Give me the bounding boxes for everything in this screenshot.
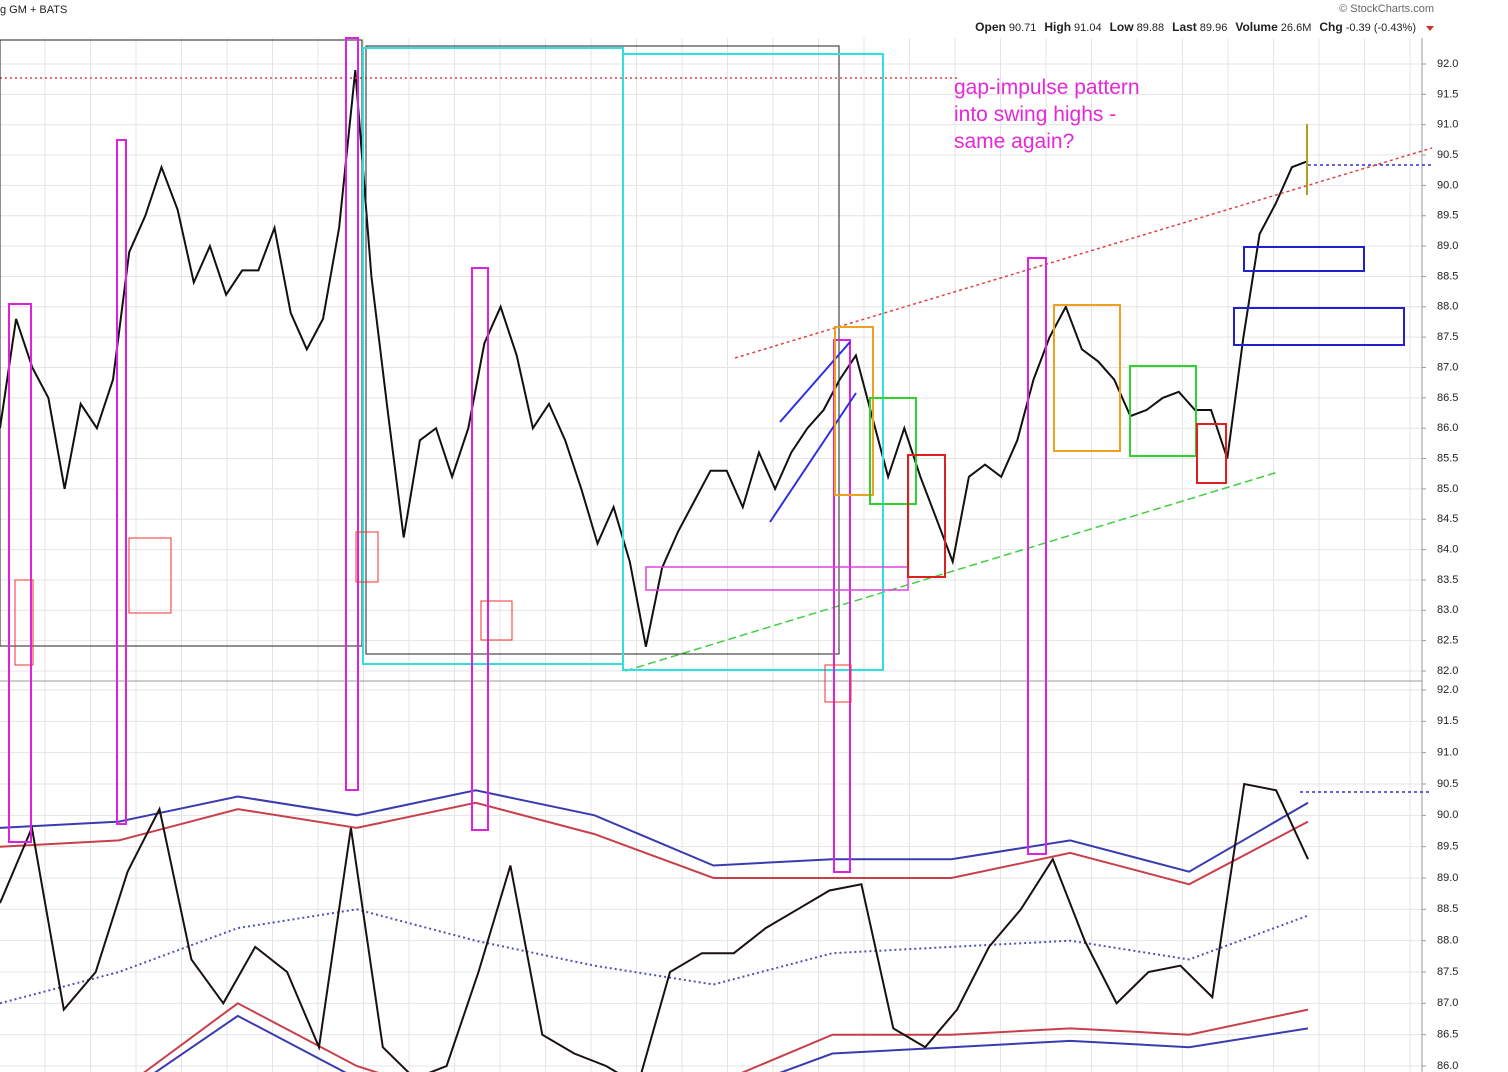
y-tick-label: 83.5 <box>1437 574 1458 586</box>
y-tick-label: 85.5 <box>1437 452 1458 464</box>
y-tick-label: 82.0 <box>1437 665 1458 677</box>
line <box>0 69 1309 647</box>
y-tick-label: 88.0 <box>1437 301 1458 313</box>
y-tick-label: 90.0 <box>1437 809 1458 821</box>
y-tick-label: 87.0 <box>1437 361 1458 373</box>
quote-label: Volume <box>1235 20 1278 34</box>
source: © StockCharts.com <box>1339 3 1434 15</box>
annotation: gap-impulse pattern into swing highs - s… <box>954 76 1140 153</box>
line <box>143 1002 1309 1072</box>
y-tick-label: 88.5 <box>1437 270 1458 282</box>
y-tick-label: 89.5 <box>1437 841 1458 853</box>
y-tick-label: 88.0 <box>1437 935 1458 947</box>
line <box>154 1014 1309 1072</box>
quote-value: 89.88 <box>1136 22 1165 34</box>
y-tick-label: 85.0 <box>1437 483 1458 495</box>
y-tick-label: 90.5 <box>1437 778 1458 790</box>
y-tick-label: 88.5 <box>1437 903 1458 915</box>
line <box>0 782 1309 1072</box>
line <box>0 801 1309 886</box>
quote-value: 26.6M <box>1280 22 1312 34</box>
y-tick-label: 91.0 <box>1437 119 1458 131</box>
grid <box>0 38 1422 1072</box>
y-tick-label: 87.0 <box>1437 997 1458 1009</box>
y-tick-label: 84.5 <box>1437 513 1458 525</box>
y-tick-label: 87.5 <box>1437 966 1458 978</box>
y-tick-label: 86.5 <box>1437 1029 1458 1041</box>
quote-label: Last <box>1172 20 1197 34</box>
line <box>0 908 1309 1005</box>
y-tick-label: 91.5 <box>1437 88 1458 100</box>
quote-label: Low <box>1109 20 1134 34</box>
y-tick-label: 90.5 <box>1437 149 1458 161</box>
quote-value: 91.04 <box>1074 22 1102 34</box>
quote: Open 90.71 High 91.04 Low 89.88 Last 89.96 Volum… <box>975 20 1424 34</box>
chg-arrow <box>1426 26 1434 31</box>
y-tick-label: 86.0 <box>1437 1060 1458 1072</box>
y-tick-label: 82.5 <box>1437 635 1458 647</box>
marks <box>0 69 1309 1072</box>
y-tick-label: 90.0 <box>1437 179 1458 191</box>
annotations <box>0 37 1433 873</box>
quote-label: Open <box>975 20 1006 34</box>
y-tick-label: 89.0 <box>1437 240 1458 252</box>
quote-value: 90.71 <box>1008 22 1037 34</box>
quote-label: High <box>1044 20 1072 34</box>
quote-value: 89.96 <box>1199 22 1228 34</box>
y-tick-label: 91.5 <box>1437 715 1458 727</box>
y-tick-label: 92.0 <box>1437 58 1458 70</box>
series-group <box>0 69 1309 647</box>
y-tick-label: 89.5 <box>1437 210 1458 222</box>
quote-label: Chg <box>1319 20 1343 34</box>
y-tick-label: 92.0 <box>1437 684 1458 696</box>
y-tick-label: 87.5 <box>1437 331 1458 343</box>
series-group <box>0 782 1309 1072</box>
line <box>0 789 1309 873</box>
quote-value: -0.39 (-0.43%) <box>1345 22 1416 34</box>
y-tick-label: 83.0 <box>1437 604 1458 616</box>
y-tick-label: 91.0 <box>1437 747 1458 759</box>
symbol: g GM + BATS <box>0 4 68 16</box>
y-tick-label: 84.0 <box>1437 544 1458 556</box>
y-tick-label: 86.0 <box>1437 422 1458 434</box>
y-tick-label: 86.5 <box>1437 392 1458 404</box>
y-tick-label: 89.0 <box>1437 872 1458 884</box>
